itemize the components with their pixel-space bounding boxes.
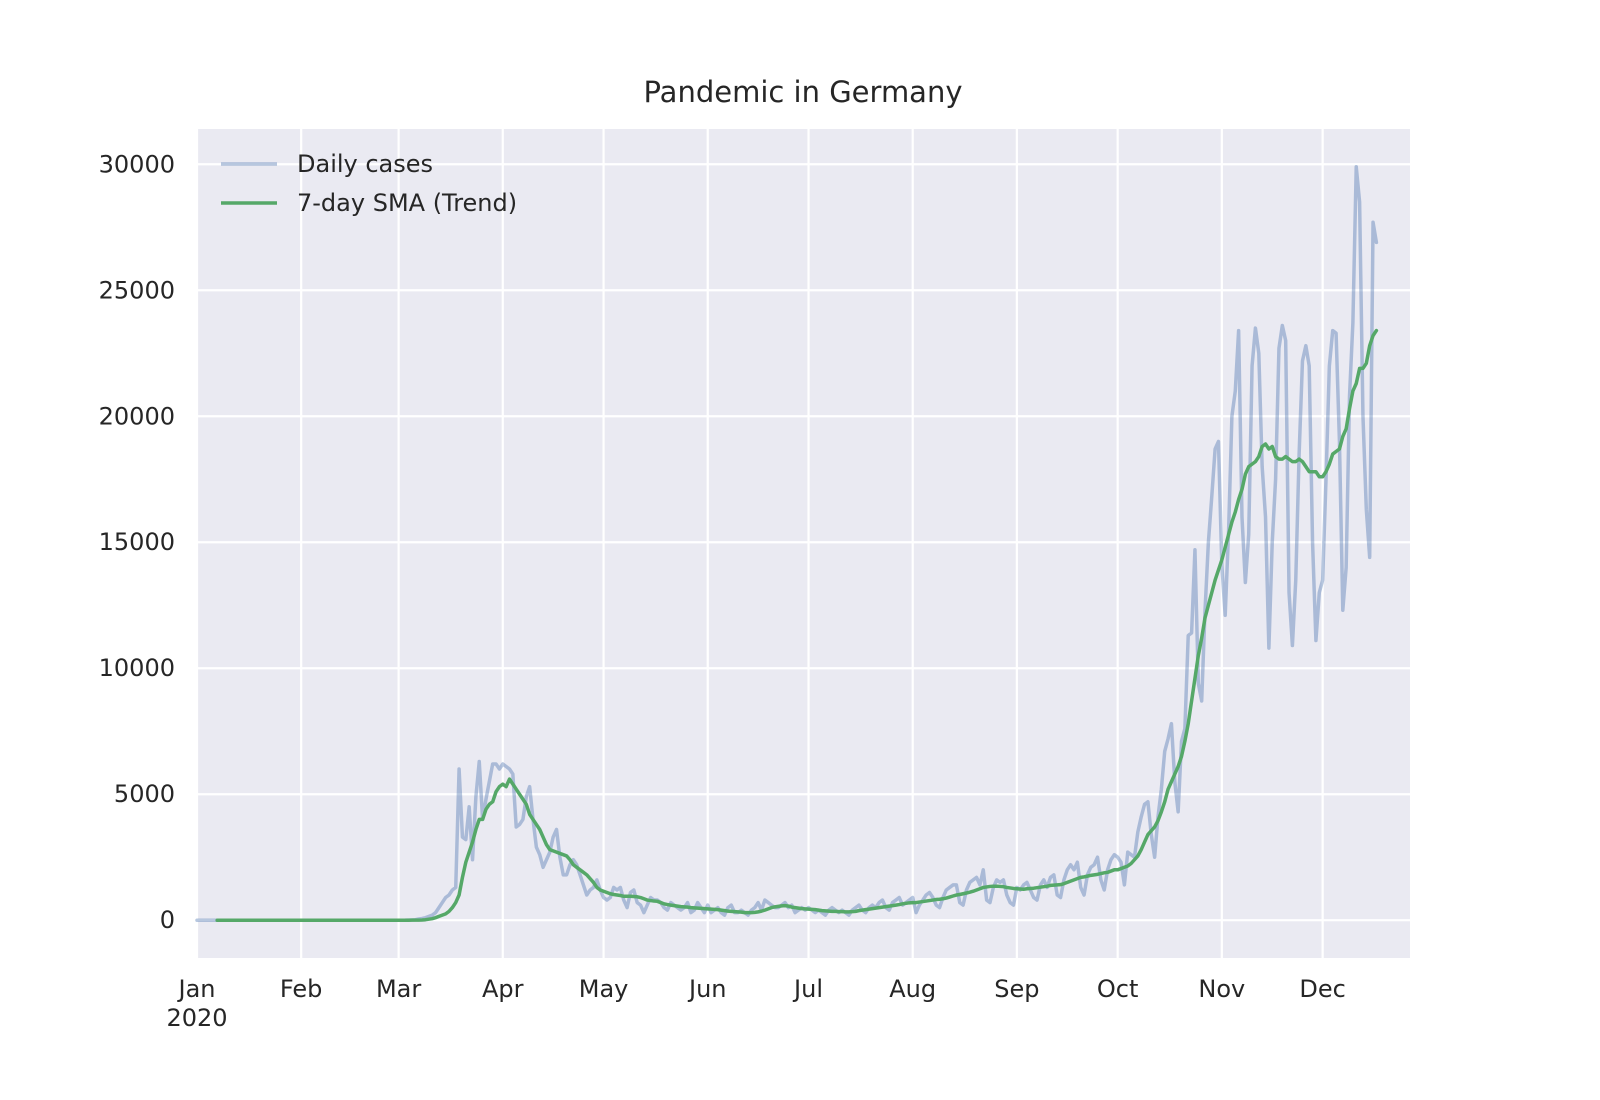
legend-label: 7-day SMA (Trend) (297, 189, 517, 217)
y-tick-label: 15000 (99, 528, 175, 556)
data-line (215, 328, 1379, 922)
y-tick-label: 30000 (99, 150, 175, 178)
x-tick-label: Sep (994, 975, 1039, 1003)
x-tick-label: Dec (1299, 975, 1345, 1003)
y-tick-label: 25000 (99, 276, 175, 304)
x-tick-label: Oct (1097, 975, 1139, 1003)
x-tick-label: Mar (376, 975, 421, 1003)
legend-label: Daily cases (297, 150, 433, 178)
chart-title: Pandemic in Germany (644, 75, 963, 109)
x-tick-label: Nov (1198, 975, 1245, 1003)
x-tick-label: Feb (280, 975, 323, 1003)
y-tick-label: 0 (160, 906, 175, 934)
x-tick-label: Apr (482, 975, 524, 1003)
x-tick-label: May (579, 975, 629, 1003)
y-tick-label: 5000 (114, 780, 175, 808)
y-tick-label: 20000 (99, 402, 175, 430)
x-tick-label: Jun (687, 975, 727, 1003)
y-tick-label: 10000 (99, 654, 175, 682)
x-tick-label: Jan 2020 (166, 975, 227, 1032)
x-tick-label: Aug (889, 975, 936, 1003)
x-tick-label: Jul (792, 975, 823, 1003)
